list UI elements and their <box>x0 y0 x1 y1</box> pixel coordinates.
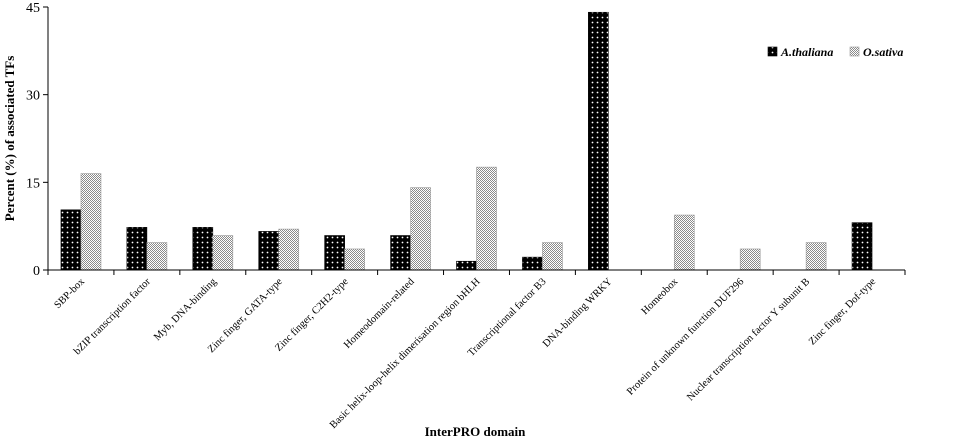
bar-a-thaliana <box>192 227 214 271</box>
bar-a-thaliana <box>522 256 543 271</box>
legend-swatch-a-thaliana <box>767 46 778 57</box>
bar-o-sativa <box>476 166 497 271</box>
x-category-label: Zinc finger, Dof-type <box>807 276 878 347</box>
legend-swatch-o-sativa <box>849 46 860 57</box>
y-tick-label: 0 <box>33 264 40 279</box>
bar-o-sativa <box>80 173 102 271</box>
x-axis-title: InterPRO domain <box>425 424 527 439</box>
x-category-label: Zinc finger, C2H2-type <box>273 276 351 354</box>
x-category-label: Basic helix-loop-helix dimerisation regi… <box>328 276 483 431</box>
x-category-label: Myb, DNA-binding <box>152 276 219 343</box>
bar-o-sativa <box>542 242 563 271</box>
bar-a-thaliana <box>588 11 609 271</box>
bar-o-sativa <box>410 187 431 271</box>
y-tick-label: 45 <box>26 1 40 16</box>
bar-o-sativa <box>344 248 365 271</box>
y-tick-label: 15 <box>26 176 40 191</box>
bar-o-sativa <box>739 248 761 271</box>
bar-o-sativa <box>146 242 168 271</box>
x-category-label: Transcriptional factor B3 <box>466 276 549 359</box>
x-category-label: Homeobox <box>640 276 681 317</box>
bar-a-thaliana <box>324 235 345 271</box>
y-tick-label: 30 <box>26 89 40 104</box>
bar-a-thaliana <box>60 209 82 271</box>
bar-o-sativa <box>673 214 695 271</box>
legend-label-a-thaliana: A.thaliana <box>780 45 833 59</box>
bar-o-sativa <box>212 235 234 271</box>
x-category-label: Protein of unknown function DUF296 <box>625 276 746 397</box>
y-axis-ticks: 0 15 30 45 <box>26 1 906 279</box>
bar-o-sativa <box>278 228 300 271</box>
bar-o-sativa <box>805 242 827 271</box>
y-axis-title: Percent (%) of associated TFs <box>2 56 17 222</box>
x-category-label: bZIP transcription factor <box>72 276 153 357</box>
x-category-label: Zinc finger, GATA-type <box>206 276 285 355</box>
bars-group <box>60 11 873 271</box>
bar-a-thaliana <box>258 231 280 271</box>
x-category-label: DNA-binding WRKY <box>541 276 615 350</box>
bar-a-thaliana <box>851 222 873 271</box>
legend: A.thaliana O.sativa <box>767 45 903 59</box>
x-category-label: Homeodomain-related <box>342 276 417 351</box>
bar-a-thaliana <box>456 260 477 271</box>
legend-label-o-sativa: O.sativa <box>863 45 903 59</box>
bar-a-thaliana <box>126 227 148 271</box>
bar-a-thaliana <box>390 235 411 271</box>
x-category-label: Nuclear transcription factor Y subunit B <box>685 276 812 403</box>
x-category-label: SBP-box <box>52 276 87 311</box>
